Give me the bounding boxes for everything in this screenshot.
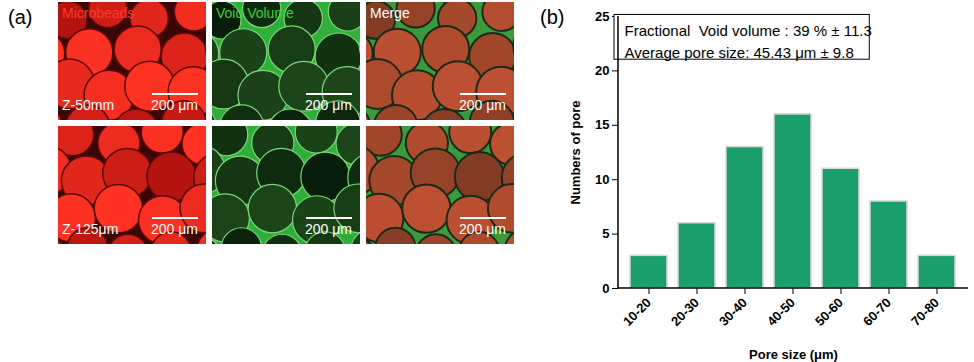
svg-text:200 μm: 200 μm (459, 221, 506, 237)
svg-text:0: 0 (602, 281, 609, 296)
svg-text:Merge: Merge (370, 5, 410, 21)
svg-text:70-80: 70-80 (908, 295, 942, 329)
svg-text:25: 25 (595, 9, 609, 24)
svg-text:10-20: 10-20 (620, 295, 654, 329)
svg-text:Microbeads: Microbeads (62, 5, 134, 21)
svg-text:Pore size (μm): Pore size (μm) (749, 347, 838, 362)
svg-text:200 μm: 200 μm (305, 97, 352, 113)
html-text:(a): (a) (8, 6, 33, 28)
svg-text:10: 10 (595, 172, 609, 187)
svg-text:5: 5 (602, 226, 609, 241)
html-text:(b): (b) (540, 6, 565, 28)
svg-text:15: 15 (595, 117, 609, 132)
svg-text:30-40: 30-40 (716, 295, 750, 329)
svg-text:Z-125μm: Z-125μm (62, 221, 118, 237)
svg-text:200 μm: 200 μm (151, 221, 198, 237)
svg-text:Fractional Void volume : 39 %: Fractional Void volume : 39 % ± 11.3Aver… (625, 22, 872, 61)
svg-text:200 μm: 200 μm (459, 97, 506, 113)
svg-text:20: 20 (595, 63, 609, 78)
svg-text:20-30: 20-30 (668, 295, 702, 329)
svg-text:60-70: 60-70 (860, 295, 894, 329)
svg-text:50-60: 50-60 (812, 295, 846, 329)
svg-text:Numbers of pore: Numbers of pore (568, 100, 583, 204)
svg-text:Z-50mm: Z-50mm (62, 97, 114, 113)
svg-text:200 μm: 200 μm (151, 97, 198, 113)
svg-text:Void Volume: Void Volume (216, 5, 294, 21)
svg-text:40-50: 40-50 (764, 295, 798, 329)
svg-text:200 μm: 200 μm (305, 221, 352, 237)
